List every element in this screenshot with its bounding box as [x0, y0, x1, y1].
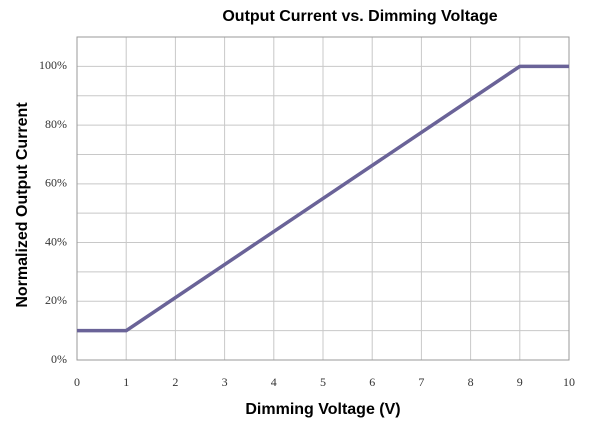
x-tick-label: 1 — [123, 375, 129, 389]
plot-border — [76, 36, 570, 361]
x-tick-label: 10 — [563, 375, 575, 389]
x-tick-label: 8 — [468, 375, 474, 389]
x-tick-label: 5 — [320, 375, 326, 389]
x-tick-label: 2 — [172, 375, 178, 389]
x-tick-label: 4 — [271, 375, 277, 389]
y-tick-label: 80% — [45, 117, 67, 131]
chart-title: Output Current vs. Dimming Voltage — [222, 8, 497, 25]
x-axis-label: Dimming Voltage (V) — [245, 401, 400, 418]
y-tick-label: 100% — [39, 58, 67, 72]
x-tick-label: 9 — [517, 375, 523, 389]
x-tick-label: 3 — [222, 375, 228, 389]
data-line — [77, 64, 569, 333]
y-tick-label: 60% — [45, 176, 67, 190]
y-tick-label: 20% — [45, 293, 67, 307]
x-tick-label: 0 — [74, 375, 80, 389]
y-tick-label: 0% — [51, 352, 67, 366]
x-tick-label: 7 — [418, 375, 424, 389]
y-tick-label: 40% — [45, 234, 67, 248]
y-axis-label: Normalized Output Current — [14, 102, 31, 308]
x-tick-label: 6 — [369, 375, 375, 389]
